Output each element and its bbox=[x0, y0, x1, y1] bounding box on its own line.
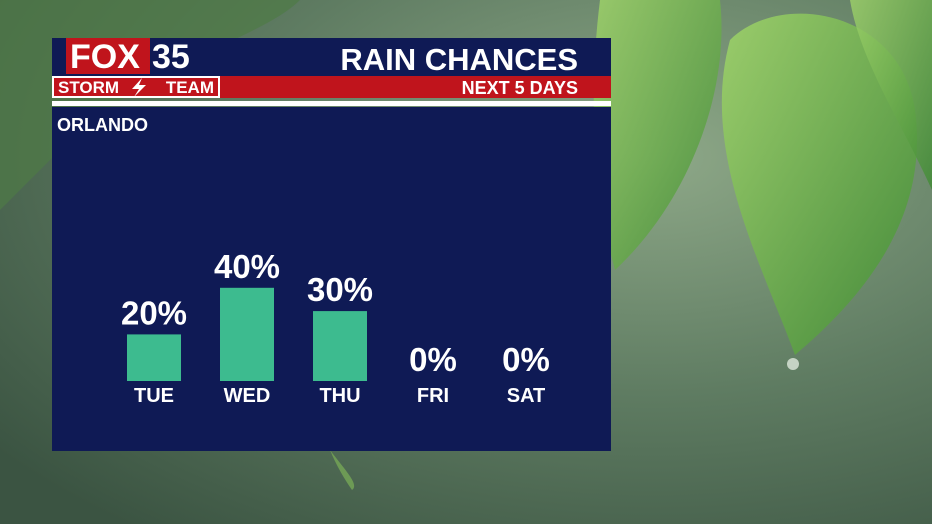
bar bbox=[127, 334, 181, 381]
value-label: 0% bbox=[409, 341, 457, 378]
category-label: FRI bbox=[417, 385, 449, 407]
logo-number: 35 bbox=[152, 38, 190, 76]
value-label: 30% bbox=[307, 271, 373, 308]
leaf bbox=[850, 0, 932, 190]
leaf bbox=[330, 450, 355, 490]
logo-name: FOX bbox=[70, 38, 140, 76]
value-label: 20% bbox=[121, 294, 187, 331]
category-label: THU bbox=[319, 385, 360, 407]
team-right: TEAM bbox=[166, 78, 214, 97]
panel bbox=[52, 107, 611, 451]
logo-box bbox=[66, 38, 150, 74]
value-label: 40% bbox=[214, 248, 280, 285]
leaf bbox=[721, 13, 918, 356]
team-left: STORM bbox=[58, 78, 119, 97]
bar bbox=[313, 311, 367, 381]
value-label: 0% bbox=[502, 341, 550, 378]
leaf bbox=[593, 0, 722, 270]
location: ORLANDO bbox=[57, 115, 148, 135]
bar bbox=[220, 287, 274, 381]
category-label: TUE bbox=[134, 385, 174, 407]
category-label: SAT bbox=[507, 385, 546, 407]
bolt bbox=[132, 78, 146, 97]
category-label: WED bbox=[224, 385, 271, 407]
drop bbox=[787, 358, 799, 370]
title: RAIN CHANCES bbox=[340, 42, 578, 77]
subtitle: NEXT 5 DAYS bbox=[462, 78, 578, 98]
divider bbox=[52, 101, 611, 106]
